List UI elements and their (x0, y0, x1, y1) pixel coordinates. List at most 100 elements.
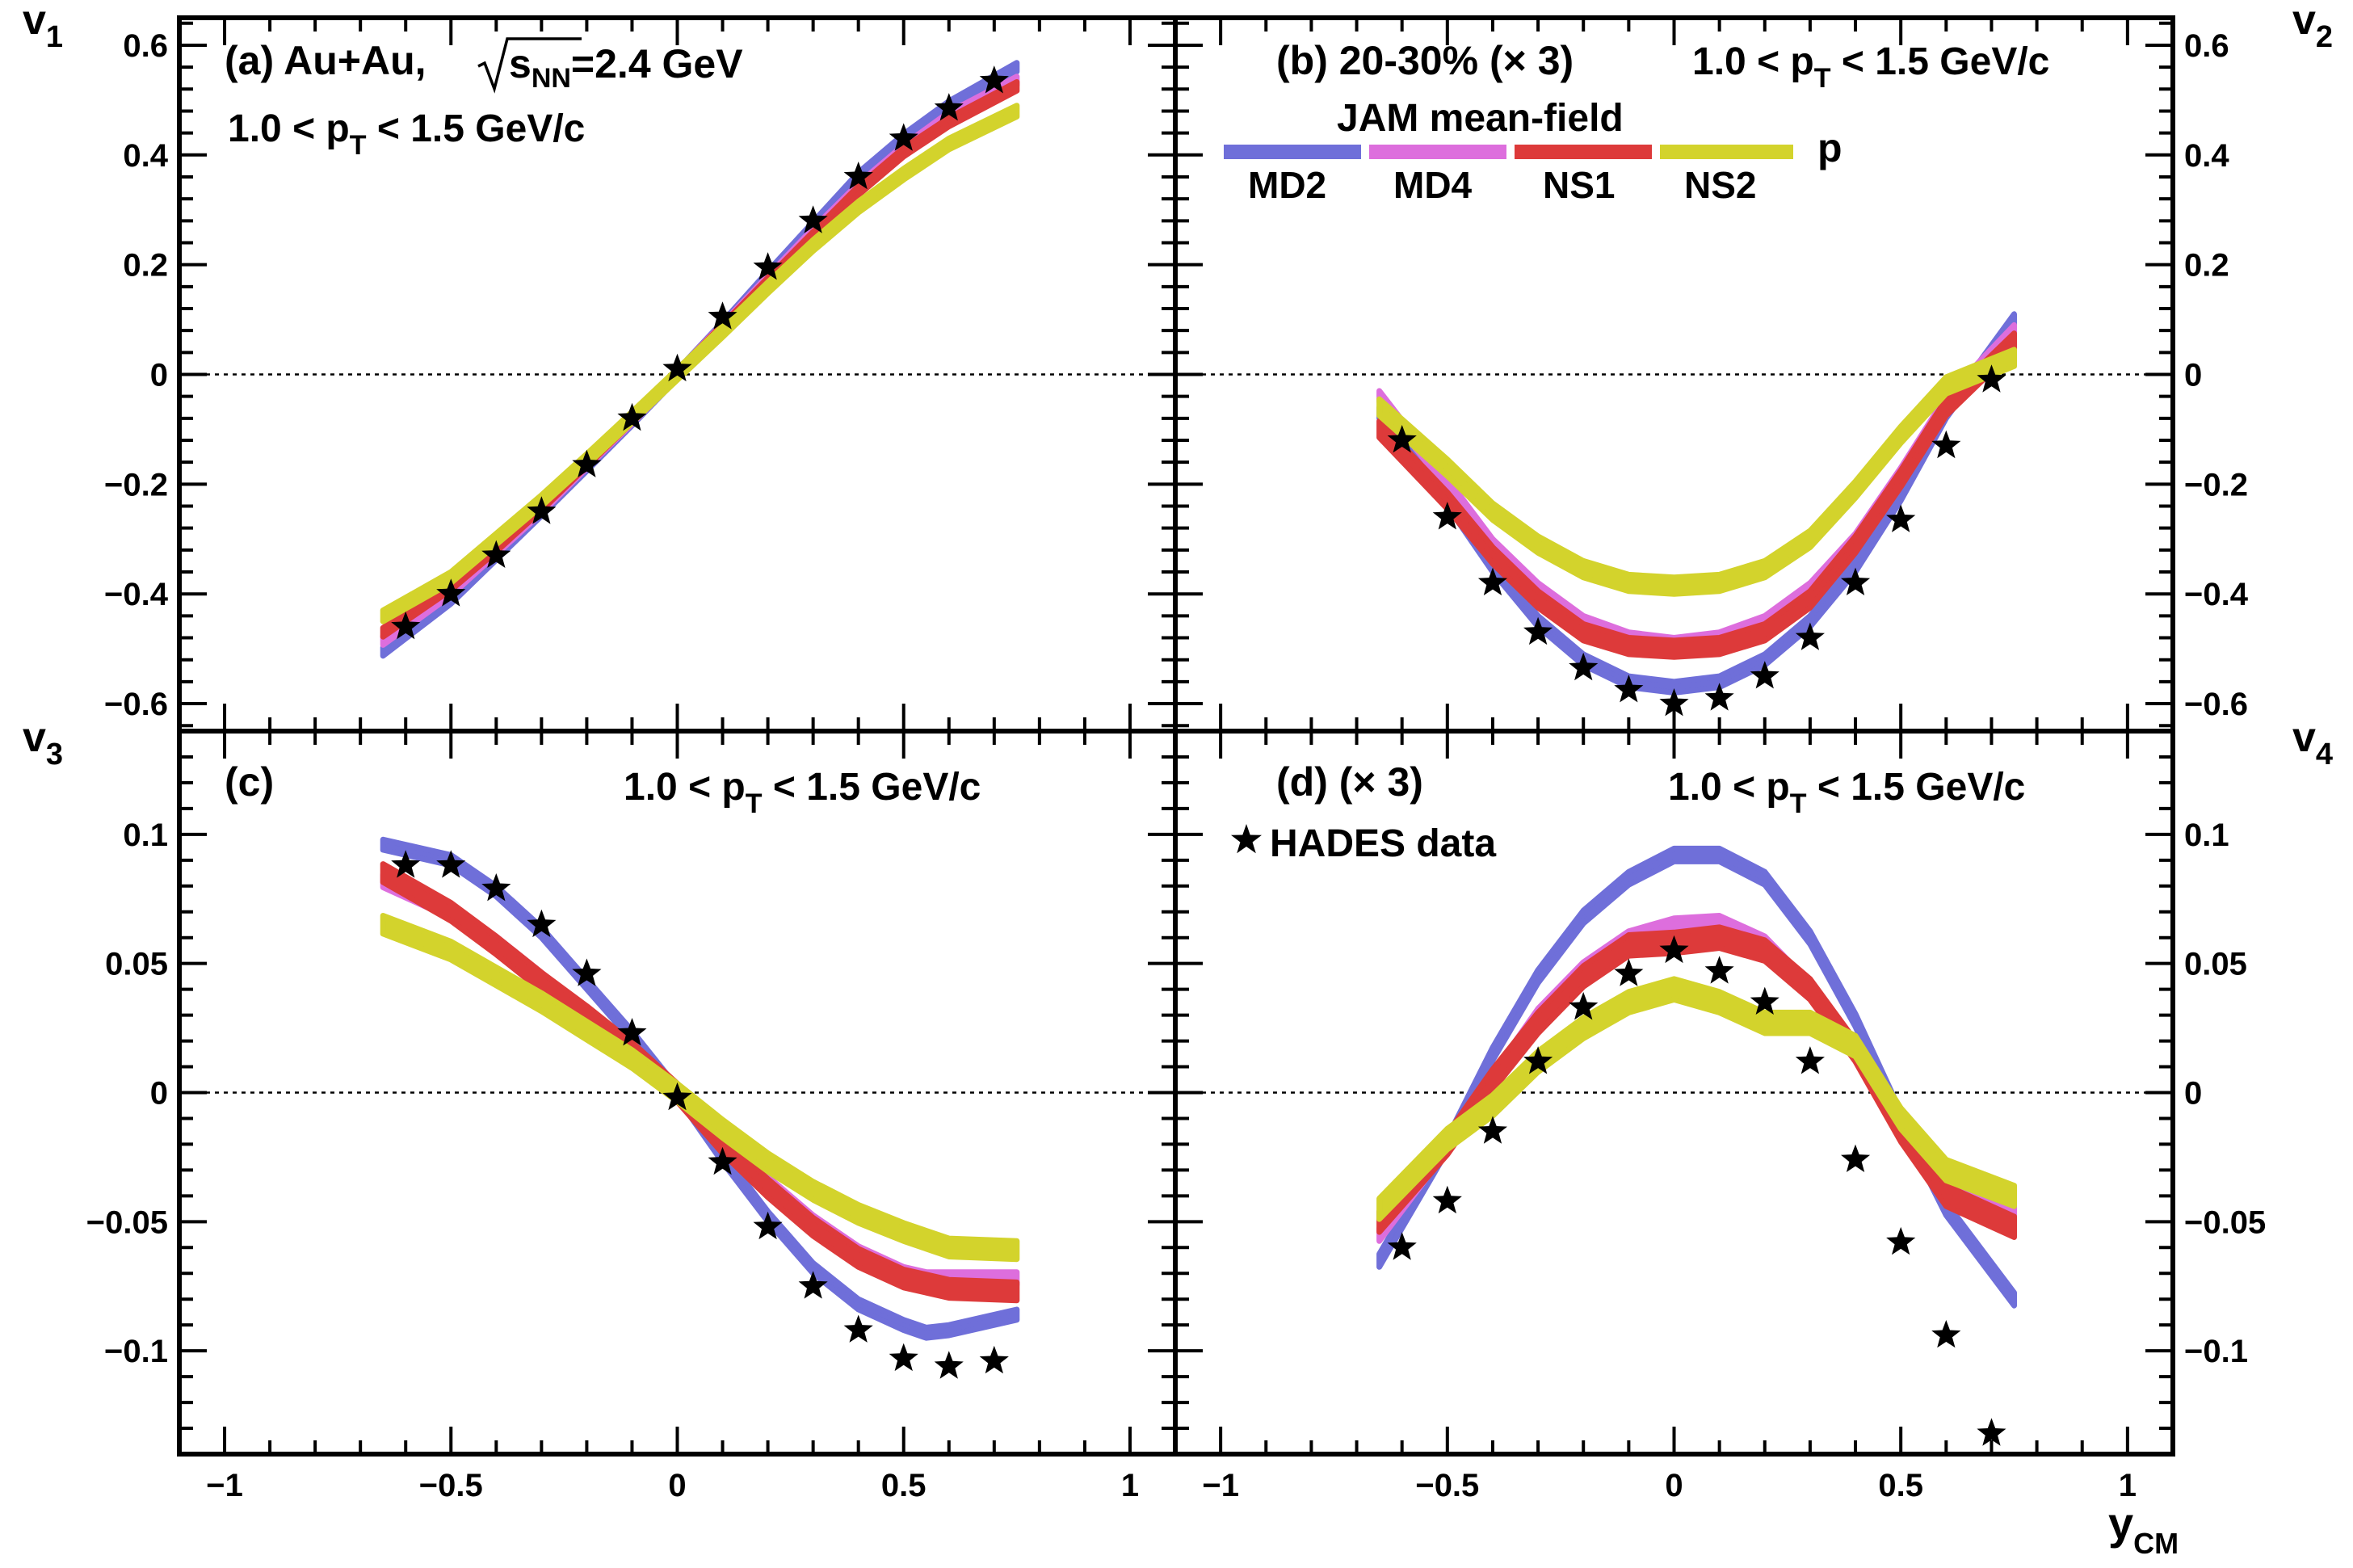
band-md2 (380, 836, 1020, 1341)
y-tick-label: 0 (2184, 1076, 2202, 1112)
hades-point (1841, 1144, 1871, 1172)
panel-b: −0.6 −0.4 −0.2 0 0.2 0.4 0.6 (1173, 15, 2249, 734)
hades-point (1931, 1320, 1961, 1348)
y-tick-label: −0.4 (104, 577, 169, 612)
hades-point (1704, 956, 1734, 984)
y-tick-label: 0.1 (123, 818, 168, 853)
band-ns2 (1376, 347, 2017, 597)
y-tick-label: 0.2 (123, 248, 168, 284)
panel-a-ylabel: v1 (23, 0, 63, 54)
hades-point (1977, 1418, 2006, 1446)
hades-point (662, 1082, 692, 1111)
hades-point (1886, 1226, 1916, 1255)
hades-point (1432, 1185, 1462, 1214)
hades-point (572, 449, 602, 477)
y-tick-label: 0.05 (105, 947, 168, 982)
x-tick-label: −0.5 (1415, 1468, 1479, 1503)
hades-point (1523, 1046, 1553, 1074)
hades-point (1569, 652, 1599, 681)
y-tick-label: 0.05 (2184, 947, 2247, 982)
hades-point (1387, 1232, 1417, 1260)
panel-a-title: (a) Au+Au, (225, 38, 426, 83)
panel-c-ylabel: v3 (23, 714, 63, 771)
hades-point (1886, 504, 1916, 532)
x-tick-label: −0.5 (419, 1468, 483, 1503)
y-tick-label: 0.4 (123, 138, 168, 174)
panel-a-sqrt-s: sNN=2.4 GeV (509, 41, 743, 94)
hades-point (527, 496, 557, 524)
y-tick-label: 0.2 (2184, 248, 2229, 284)
y-tick-label: 0.6 (2184, 28, 2229, 64)
legend-label-ns2: NS2 (1684, 164, 1756, 206)
y-tick-label: 0 (150, 1076, 168, 1112)
x-tick-label: 0.5 (1878, 1468, 1923, 1503)
hades-point (979, 65, 1009, 94)
hades-point (1795, 1046, 1825, 1074)
y-tick-label: −0.05 (2184, 1204, 2266, 1240)
hades-point (1477, 567, 1507, 595)
y-tick-label: 0 (2184, 358, 2202, 393)
hades-point (708, 1146, 737, 1175)
hades-point (1750, 661, 1779, 689)
hades-point (889, 1343, 918, 1372)
y-tick-label: −0.2 (2184, 467, 2248, 502)
panel-b-title: (b) 20-30% (× 3) (1276, 38, 1574, 83)
band-ns2 (380, 103, 1020, 624)
hades-point (1614, 675, 1644, 703)
hades-point (843, 162, 873, 190)
x-tick-label: −1 (206, 1468, 243, 1503)
hades-point (391, 611, 421, 640)
hades-point (934, 93, 964, 121)
legend-particle: p (1817, 125, 1842, 170)
hades-point (1477, 1116, 1507, 1144)
x-tick-label: 1 (2119, 1468, 2137, 1503)
y-tick-label: 0.1 (2184, 818, 2229, 853)
legend-label-ns1: NS1 (1543, 164, 1615, 206)
hades-point (1387, 425, 1417, 453)
hades-point (391, 850, 421, 878)
panel-d-pt-range: 1.0 < pT < 1.5 GeV/c (1668, 766, 2025, 819)
hades-point (889, 123, 918, 151)
hades-point (1432, 502, 1462, 530)
hades-point (1750, 986, 1779, 1015)
panel-c-title: (c) (225, 759, 274, 805)
y-tick-label: −0.4 (2184, 577, 2249, 612)
band-ns2 (1376, 976, 2017, 1222)
y-tick-label: 0.4 (2184, 138, 2229, 174)
hades-point (1795, 622, 1825, 650)
sqrt-symbol (477, 37, 582, 94)
panel-d: −0.1 −0.05 0 0.05 0.1 −1 −0.5 0 0.5 1 (1173, 729, 2266, 1503)
x-tick-label: 0 (1665, 1468, 1683, 1503)
band-md2 (1376, 845, 2017, 1309)
hades-point (1523, 616, 1553, 645)
hades-point (1977, 364, 2006, 393)
hades-point (1841, 567, 1871, 595)
band-ns1 (1376, 924, 2017, 1240)
x-tick-label: 0.5 (881, 1468, 926, 1503)
hades-point (843, 1314, 873, 1343)
hades-point (1704, 683, 1734, 711)
hades-point (1614, 958, 1644, 986)
hades-point (436, 850, 466, 878)
hades-point (662, 353, 692, 382)
hades-point (708, 301, 737, 330)
hades-point (617, 1018, 647, 1046)
x-axis-title: yCM (2108, 1498, 2179, 1560)
y-tick-label: 0.6 (123, 28, 168, 64)
y-tick-label: −0.05 (86, 1204, 168, 1240)
panel-b-ylabel: v2 (2292, 0, 2333, 54)
band-ns2 (380, 913, 1020, 1263)
hades-point (1659, 935, 1689, 964)
legend-label-md2: MD2 (1248, 164, 1326, 206)
y-tick-label: −0.6 (2184, 687, 2248, 722)
hades-point (481, 540, 511, 568)
legend: MD2 MD4 NS1 NS2 p (1224, 125, 1842, 206)
legend-title: JAM mean-field (1337, 97, 1624, 140)
hades-legend-marker (1231, 824, 1262, 854)
y-tick-label: 0 (150, 358, 168, 393)
hades-point (1659, 688, 1689, 717)
hades-point (572, 958, 602, 986)
panel-d-title: (d) (× 3) (1276, 759, 1423, 805)
hades-point (979, 1345, 1009, 1374)
